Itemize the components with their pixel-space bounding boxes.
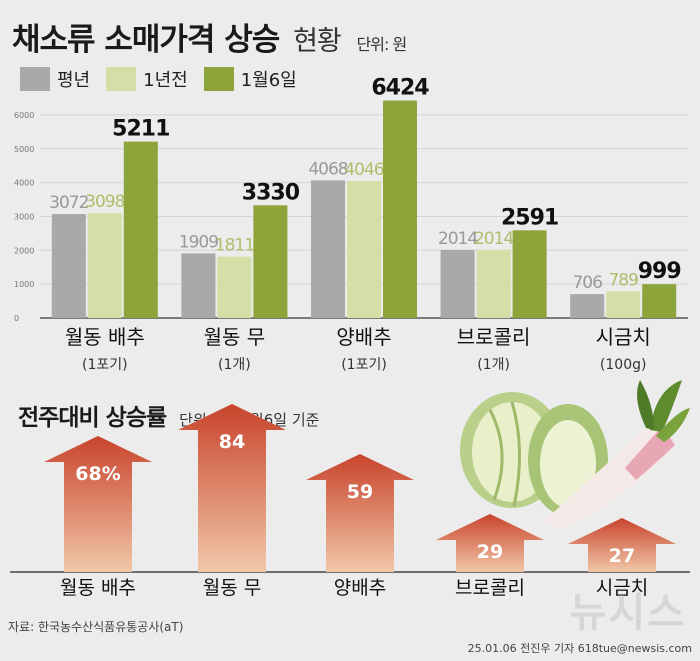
legend: 평년 1년전 1월6일 (20, 66, 297, 92)
x-tick-unit: (100g) (600, 357, 647, 373)
data-label: 3330 (242, 180, 300, 205)
rate-category-label: 브로콜리 (455, 577, 525, 599)
x-tick-unit: (1포기) (341, 357, 387, 373)
credit-note: 25.01.06 전진우 기자 618tue@newsis.com (467, 642, 692, 655)
legend-swatch-avg (20, 67, 50, 91)
data-label: 6424 (371, 76, 429, 101)
legend-item-prev-year: 1년전 (106, 66, 188, 92)
legend-label-prev-year: 1년전 (143, 70, 188, 91)
bar-avg (570, 294, 605, 318)
rate-category-label: 시금치 (596, 577, 648, 599)
legend-item-avg: 평년 (20, 66, 90, 92)
title-main: 채소류 소매가격 상승 (12, 22, 280, 58)
data-label: 999 (638, 259, 681, 284)
y-tick-label: 5000 (14, 145, 34, 154)
legend-swatch-prev-year (106, 67, 137, 91)
data-label: 1909 (179, 232, 218, 252)
x-tick-unit: (1개) (218, 357, 251, 373)
rate-arrow (436, 514, 544, 572)
x-tick-unit: (1포기) (82, 357, 128, 373)
rate-arrow (306, 454, 414, 572)
y-tick-label: 4000 (14, 179, 34, 188)
data-label: 2591 (501, 205, 558, 230)
bar-avg (440, 249, 475, 318)
rate-category-label: 월동 무 (203, 577, 261, 599)
x-tick-label: 시금치 (596, 325, 651, 349)
rate-arrow (568, 518, 676, 572)
rate-category-label: 양배추 (334, 577, 386, 599)
bar-current (123, 141, 158, 318)
watermark: 뉴시스 (569, 590, 686, 636)
rate-title: 전주대비 상승률 (18, 405, 167, 431)
bar-current (642, 284, 677, 318)
rate-category-label: 월동 배추 (60, 577, 136, 599)
data-label: 3072 (49, 193, 88, 213)
bar-prev-year (217, 256, 252, 318)
bar-avg (311, 180, 345, 318)
y-tick-label: 1000 (14, 280, 34, 289)
title-subtitle: 현황 (293, 26, 342, 57)
data-label: 1811 (215, 236, 254, 256)
bar-avg (181, 253, 216, 318)
rate-value-label: 68% (75, 463, 120, 485)
rate-value-label: 27 (609, 545, 635, 567)
bar-prev-year (606, 291, 641, 318)
rate-value-label: 59 (347, 481, 373, 503)
data-label: 3098 (85, 192, 124, 212)
legend-swatch-current (203, 67, 234, 91)
x-tick-unit: (1개) (477, 357, 510, 373)
rate-value-label: 84 (219, 431, 245, 453)
legend-label-current: 1월6일 (240, 70, 297, 91)
bar-prev-year (347, 181, 381, 318)
x-tick-label: 월동 배추 (65, 325, 145, 349)
y-tick-label: 0 (14, 314, 19, 323)
x-tick-label: 월동 무 (204, 325, 266, 349)
data-label: 2014 (438, 229, 477, 249)
x-tick-label: 양배추 (336, 325, 391, 349)
source-note: 자료: 한국농수산식품유통공사(aT) (8, 620, 184, 634)
bar-prev-year (87, 213, 122, 318)
rate-arrow (44, 436, 152, 572)
bar-current (512, 230, 547, 318)
legend-item-current: 1월6일 (203, 66, 297, 92)
rate-arrow (178, 404, 286, 572)
bar-prev-year (476, 249, 511, 318)
chart-title: 채소류 소매가격 상승 현황 단위: 원 (12, 14, 408, 59)
legend-label-avg: 평년 (57, 70, 91, 91)
data-label: 706 (572, 273, 602, 293)
bar-avg (51, 214, 86, 318)
data-label: 4046 (344, 160, 383, 180)
rate-value-label: 29 (477, 541, 503, 563)
data-label: 2014 (474, 229, 513, 249)
vegetable-illustration (460, 380, 690, 530)
y-tick-label: 3000 (14, 212, 34, 221)
data-label: 789 (608, 270, 638, 290)
data-label: 5211 (112, 117, 169, 142)
x-tick-label: 브로콜리 (457, 325, 531, 349)
y-tick-label: 2000 (14, 246, 34, 255)
title-unit: 단위: 원 (356, 35, 408, 54)
y-tick-label: 6000 (14, 111, 34, 120)
bar-current (383, 100, 417, 318)
data-label: 4068 (308, 159, 347, 179)
bar-current (253, 205, 288, 318)
